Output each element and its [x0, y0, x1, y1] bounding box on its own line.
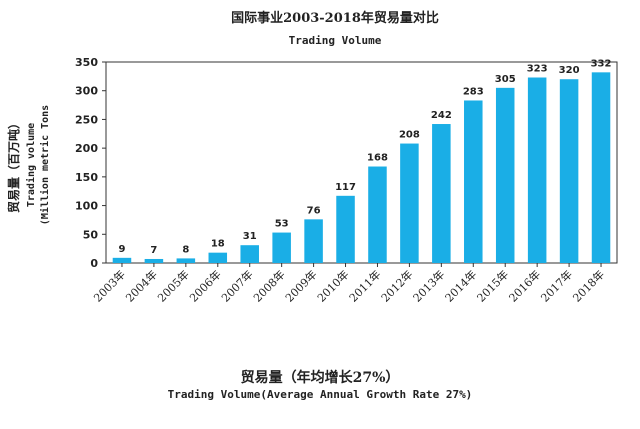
y-tick-label: 350 [75, 56, 98, 69]
bar [495, 87, 515, 263]
data-label: 117 [335, 182, 356, 193]
bar [240, 245, 259, 263]
x-tick-label: 2017年 [538, 267, 575, 304]
bar [272, 232, 291, 263]
y-axis-label-en-2: (Million metric Tons [39, 105, 51, 225]
data-label: 31 [243, 231, 257, 242]
data-label: 18 [211, 239, 225, 250]
x-tick-label: 2010年 [314, 267, 351, 304]
x-tick-label: 2008年 [250, 267, 287, 304]
data-label: 283 [463, 86, 484, 97]
plot-area: 0 50 100 150 200 250 300 350 9 2003年 7 2004年 8 2005年 1… [75, 56, 618, 305]
x-tick-label: 2011年 [346, 267, 383, 304]
x-tick-label: 2014年 [442, 267, 479, 304]
y-tick-label: 300 [75, 85, 98, 98]
data-label: 9 [118, 244, 125, 255]
bar [304, 219, 323, 263]
x-tick-label: 2006年 [186, 267, 223, 304]
data-label: 332 [591, 58, 612, 69]
x-tick-label: 2016年 [506, 267, 543, 304]
caption-english: Trading Volume(Average Annual Growth Rat… [167, 388, 473, 401]
bar [400, 143, 419, 263]
x-tick-label: 2007年 [218, 267, 255, 304]
data-label: 208 [399, 130, 420, 141]
y-tick-label: 250 [75, 113, 98, 126]
x-tick-label: 2005年 [154, 267, 191, 304]
plot-frame [105, 61, 618, 264]
y-tick-label: 0 [90, 257, 98, 270]
x-tick-label: 2012年 [378, 267, 415, 304]
bar [368, 166, 387, 263]
x-tick-label: 2009年 [282, 267, 319, 304]
x-tick-label: 2018年 [570, 267, 607, 304]
y-tick-label: 150 [75, 171, 98, 184]
bar [176, 258, 196, 263]
y-tick-label: 200 [75, 142, 98, 155]
data-label: 53 [275, 219, 289, 230]
bar [144, 258, 164, 263]
data-label: 305 [495, 74, 516, 85]
x-tick-label: 2013年 [410, 267, 447, 304]
x-tick-label: 2015年 [474, 267, 511, 304]
chart-title: 国际事业2003-2018年贸易量对比 [231, 10, 439, 26]
data-label: 242 [431, 110, 452, 121]
data-label: 76 [307, 205, 321, 216]
y-tick-label: 50 [83, 228, 99, 241]
chart-subtitle: Trading Volume [289, 34, 382, 47]
data-label: 7 [150, 245, 157, 256]
data-label: 320 [559, 65, 580, 76]
bar [559, 79, 579, 263]
y-axis-label-cn: 贸易量（百万吨） [6, 117, 21, 213]
caption-chinese: 贸易量（年均增长27%） [240, 370, 400, 386]
x-tick-label: 2003年 [91, 267, 128, 304]
bar [112, 257, 132, 263]
y-tick-label: 100 [75, 200, 98, 213]
data-label: 168 [367, 153, 388, 164]
bar [208, 252, 228, 263]
y-axis-label-en-1: Trading volume [25, 123, 37, 207]
bar [464, 100, 483, 263]
bar [591, 72, 611, 263]
data-label: 8 [182, 244, 189, 255]
x-tick-label: 2004年 [123, 267, 160, 304]
bar [527, 77, 547, 264]
data-label: 323 [527, 64, 548, 75]
bar [336, 195, 355, 263]
bar [432, 124, 451, 263]
